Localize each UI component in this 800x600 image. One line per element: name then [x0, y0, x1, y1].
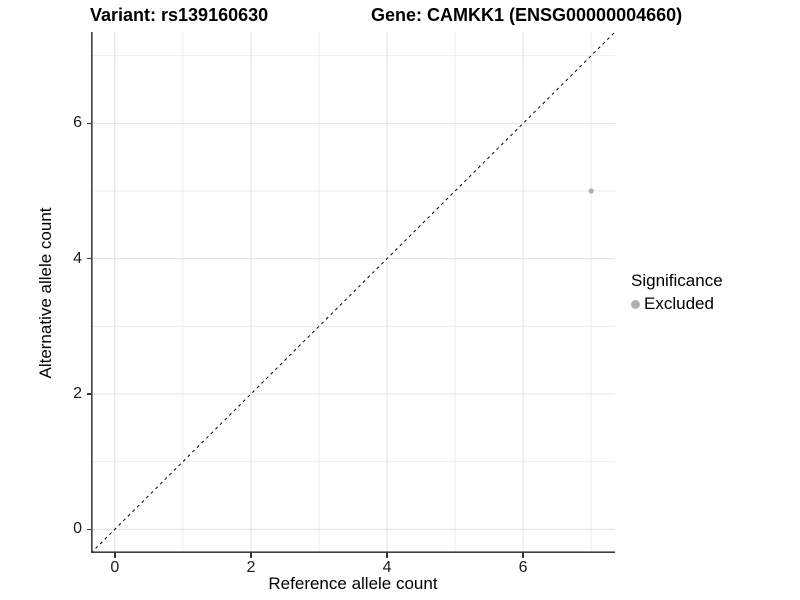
x-tick-mark: [250, 553, 252, 558]
x-tick-label: 4: [382, 559, 392, 576]
x-tick-label: 6: [518, 559, 528, 576]
y-tick-mark: [86, 257, 91, 260]
y-tick-label: 6: [73, 114, 82, 132]
x-tick-mark: [386, 553, 388, 558]
plot-title-gene: Gene: CAMKK1 (ENSG00000004660): [371, 5, 683, 25]
y-tick-mark: [86, 393, 91, 395]
x-tick-mark: [522, 553, 524, 558]
identity-line: [91, 32, 615, 553]
legend-point-icon: [631, 299, 640, 309]
y-axis-title: Alternative allele count: [36, 207, 55, 379]
y-tick-label: 2: [73, 384, 82, 402]
plot-panel: [91, 32, 615, 553]
legend-item-excluded: Excluded: [631, 294, 723, 314]
y-tick-mark: [86, 122, 91, 125]
y-tick-label: 4: [73, 249, 82, 267]
x-axis-title: Reference allele count: [268, 574, 438, 593]
y-tick-mark: [86, 528, 91, 531]
x-tick-label: 2: [246, 559, 256, 576]
y-tick-label: 0: [73, 520, 82, 538]
data-point: [588, 188, 594, 194]
legend-item-label: Excluded: [644, 294, 714, 313]
plot-title-variant: Variant: rs139160630: [90, 5, 269, 25]
plot-canvas: [91, 32, 615, 553]
legend-title: Significance: [631, 271, 723, 290]
x-tick-label: 0: [110, 559, 120, 576]
legend: Significance Excluded: [631, 271, 723, 314]
x-tick-mark: [114, 553, 116, 558]
